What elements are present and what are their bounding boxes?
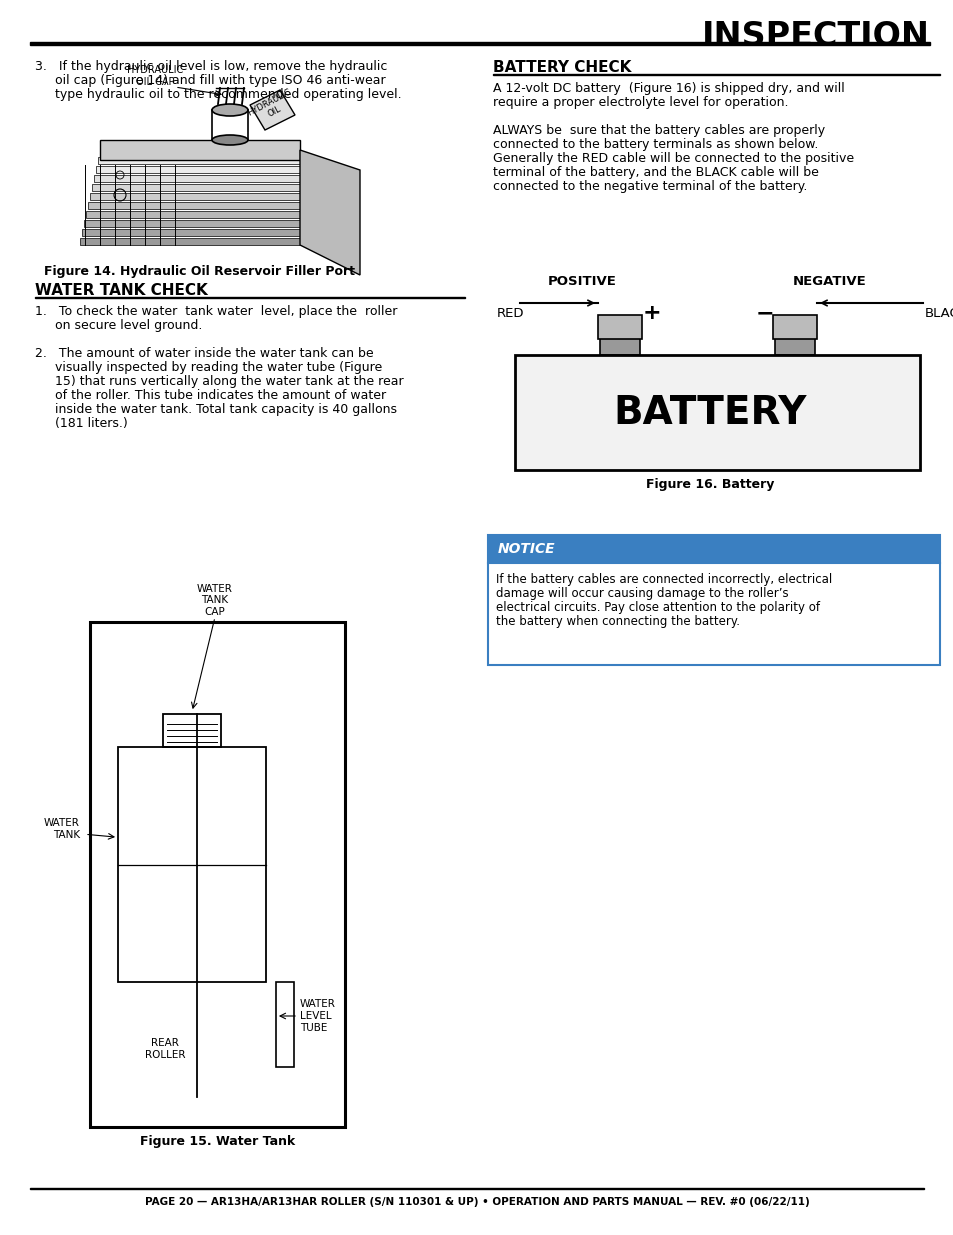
Text: 15) that runs vertically along the water tank at the rear: 15) that runs vertically along the water… <box>35 375 403 388</box>
Bar <box>100 140 299 161</box>
Text: REAR
ROLLER: REAR ROLLER <box>145 1039 185 1060</box>
Text: If the battery cables are connected incorrectly, electrical: If the battery cables are connected inco… <box>496 573 831 585</box>
Text: Figure 15. Water Tank: Figure 15. Water Tank <box>140 1135 294 1149</box>
Text: 3.   If the hydraulic oil level is low, remove the hydraulic: 3. If the hydraulic oil level is low, re… <box>35 61 387 73</box>
Bar <box>96 165 314 173</box>
Polygon shape <box>250 90 294 130</box>
Text: WATER TANK CHECK: WATER TANK CHECK <box>35 283 208 298</box>
Text: connected to the negative terminal of the battery.: connected to the negative terminal of th… <box>493 180 806 193</box>
Text: type hydraulic oil to the recommended operating level.: type hydraulic oil to the recommended op… <box>35 88 401 101</box>
Text: inside the water tank. Total tank capacity is 40 gallons: inside the water tank. Total tank capaci… <box>35 403 396 416</box>
Bar <box>163 714 221 747</box>
Text: −: − <box>755 303 774 324</box>
Bar <box>80 238 330 245</box>
Bar <box>275 982 294 1067</box>
Text: HYDRAULIC
OIL CAP: HYDRAULIC OIL CAP <box>127 65 183 86</box>
Text: BLACK: BLACK <box>924 308 953 320</box>
Bar <box>88 203 322 209</box>
Bar <box>82 228 328 236</box>
Text: Generally the RED cable will be connected to the positive: Generally the RED cable will be connecte… <box>493 152 853 165</box>
Text: the battery when connecting the battery.: the battery when connecting the battery. <box>496 615 740 629</box>
Bar <box>94 175 315 182</box>
Text: electrical circuits. Pay close attention to the polarity of: electrical circuits. Pay close attention… <box>496 601 820 614</box>
Text: BATTERY CHECK: BATTERY CHECK <box>493 61 631 75</box>
Bar <box>90 622 345 1128</box>
Bar <box>488 563 939 664</box>
Text: NEGATIVE: NEGATIVE <box>792 275 866 288</box>
Bar <box>772 315 816 338</box>
Ellipse shape <box>212 104 248 116</box>
Ellipse shape <box>212 135 248 144</box>
Bar <box>30 42 929 44</box>
Bar <box>493 74 939 75</box>
Bar <box>515 354 919 471</box>
Text: BATTERY: BATTERY <box>613 394 806 431</box>
Bar <box>91 184 317 191</box>
Text: +: + <box>642 303 660 324</box>
Text: PAGE 20 — AR13HA/AR13HAR ROLLER (S/N 110301 & UP) • OPERATION AND PARTS MANUAL —: PAGE 20 — AR13HA/AR13HAR ROLLER (S/N 110… <box>145 1197 808 1207</box>
Text: on secure level ground.: on secure level ground. <box>35 319 202 332</box>
Text: of the roller. This tube indicates the amount of water: of the roller. This tube indicates the a… <box>35 389 386 403</box>
Text: oil cap (Figure 14) and fill with type ISO 46 anti-wear: oil cap (Figure 14) and fill with type I… <box>35 74 385 86</box>
Text: HYDRAULIC
OIL: HYDRAULIC OIL <box>246 88 297 127</box>
Text: NOTICE: NOTICE <box>497 542 555 556</box>
Text: WATER
TANK
CAP: WATER TANK CAP <box>197 584 233 618</box>
Bar <box>488 535 939 563</box>
Text: require a proper electrolyte level for operation.: require a proper electrolyte level for o… <box>493 96 788 109</box>
Text: visually inspected by reading the water tube (Figure: visually inspected by reading the water … <box>35 361 382 374</box>
Text: damage will occur causing damage to the roller’s: damage will occur causing damage to the … <box>496 587 788 600</box>
Bar <box>599 335 639 354</box>
Text: 1.   To check the water  tank water  level, place the  roller: 1. To check the water tank water level, … <box>35 305 397 317</box>
Polygon shape <box>299 149 359 275</box>
Text: ALWAYS be  sure that the battery cables are properly: ALWAYS be sure that the battery cables a… <box>493 124 824 137</box>
Text: RED: RED <box>497 308 524 320</box>
Text: terminal of the battery, and the BLACK cable will be: terminal of the battery, and the BLACK c… <box>493 165 818 179</box>
Text: Figure 14. Hydraulic Oil Reservoir Filler Port: Figure 14. Hydraulic Oil Reservoir Fille… <box>45 266 355 278</box>
Text: WATER
TANK: WATER TANK <box>44 819 80 840</box>
Bar <box>86 211 324 219</box>
Bar <box>30 1188 923 1189</box>
Text: INSPECTION: INSPECTION <box>701 20 929 53</box>
Bar <box>35 296 464 298</box>
Bar <box>118 747 266 982</box>
Text: 2.   The amount of water inside the water tank can be: 2. The amount of water inside the water … <box>35 347 374 359</box>
Text: WATER
LEVEL
TUBE: WATER LEVEL TUBE <box>299 999 335 1032</box>
Bar <box>774 335 814 354</box>
Text: (181 liters.): (181 liters.) <box>35 417 128 430</box>
Bar <box>98 157 312 164</box>
Bar <box>598 315 641 338</box>
Text: POSITIVE: POSITIVE <box>547 275 617 288</box>
Bar <box>84 220 326 227</box>
Bar <box>90 193 319 200</box>
Text: Figure 16. Battery: Figure 16. Battery <box>645 478 774 492</box>
Text: connected to the battery terminals as shown below.: connected to the battery terminals as sh… <box>493 138 818 151</box>
Text: A 12-volt DC battery  (Figure 16) is shipped dry, and will: A 12-volt DC battery (Figure 16) is ship… <box>493 82 843 95</box>
